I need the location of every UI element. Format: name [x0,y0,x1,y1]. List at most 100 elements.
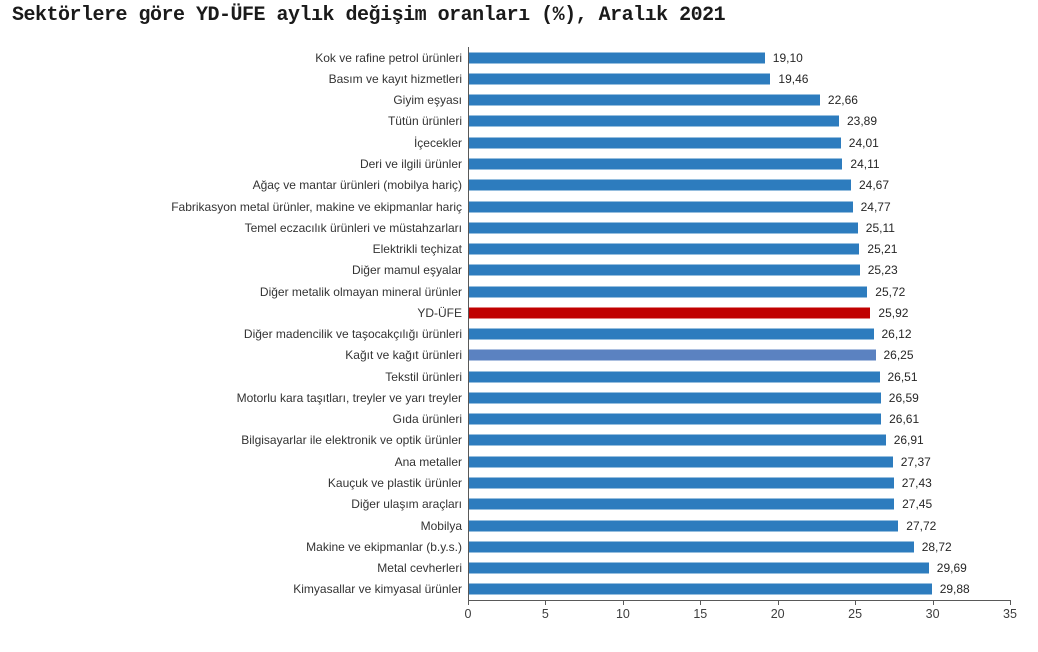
bar-row: 23,89 [469,111,1011,132]
bar [469,328,874,340]
category-label: Fabrikasyon metal ürünler, makine ve eki… [171,199,462,214]
bar-row: 25,72 [469,281,1011,302]
value-label: 29,69 [936,561,967,576]
bar-row: 25,21 [469,238,1011,259]
category-axis: Kok ve rafine petrol ürünleri Basım ve ka… [0,47,462,600]
category-label: Gıda ürünleri [392,412,462,427]
x-axis-tick [468,600,469,605]
value-label: 27,43 [901,476,932,490]
category-label: Bilgisayarlar ile elektronik ve optik ür… [241,433,462,448]
x-axis-tick [777,600,779,605]
category-label: Metal cevherleri [377,561,462,576]
category-label: Tekstil ürünleri [385,369,462,384]
bar [469,371,880,383]
category-label: Basım ve kayıt hizmetleri [328,71,462,86]
value-label: 23,89 [847,114,878,129]
category-label: Kağıt ve kağıt ürünleri [345,348,462,363]
category-label: Tütün ürünleri [387,114,462,129]
category-label: Mobilya [420,518,462,533]
x-axis: 0 5 10 15 20 25 30 35 [464,600,1017,630]
bar [469,349,876,361]
value-label: 19,46 [778,71,809,86]
bar [469,52,765,64]
x-axis-tick [932,600,934,605]
category-label: Motorlu kara taşıtları, treyler ve yarı … [236,390,462,405]
category-label: Kimyasallar ve kimyasal ürünler [293,582,462,597]
value-label: 26,12 [881,327,912,342]
bar-row: 29,69 [469,557,1011,578]
x-axis-tick [545,600,547,605]
category-label: Ağaç ve mantar ürünleri (mobilya hariç) [252,178,462,193]
bar [469,456,893,468]
bar-row: 27,72 [469,515,1011,536]
bar-row: 19,46 [469,68,1011,89]
bars-container: 19,10 19,46 22,66 23,89 24,01 24,11 24,67 24,77… [469,47,1011,600]
bar [469,562,929,574]
x-axis-tick-label: 0 [464,607,472,621]
bar [469,583,932,595]
bar [469,158,843,170]
bar-row: 24,67 [469,175,1011,196]
bar-row: 24,77 [469,196,1011,217]
bar [469,222,858,234]
x-axis-tick [1010,600,1011,605]
bar [469,264,860,276]
bar-row: 26,61 [469,409,1011,430]
x-axis-tick [622,600,624,605]
category-label: Kauçuk ve plastik ürünler [327,476,462,490]
bar [469,392,881,404]
bar-row: 25,92 [469,302,1011,323]
bar [469,541,914,553]
value-label: 29,88 [939,582,970,597]
value-label: 22,66 [827,93,858,108]
value-label: 24,77 [860,199,891,214]
value-label: 28,72 [921,539,952,554]
bar [469,498,895,510]
value-label: 25,11 [865,220,895,235]
category-label: Temel eczacılık ürünleri ve müstahzarlar… [244,220,462,235]
value-label: 26,61 [889,412,920,427]
bar-row: 27,37 [469,451,1011,472]
x-axis-tick-label: 20 [770,607,785,621]
bar [469,477,894,489]
bar-row: 25,23 [469,260,1011,281]
bar-row: 28,72 [469,536,1011,557]
value-label: 25,72 [875,284,906,299]
bar-row: 27,43 [469,472,1011,493]
bar-row: 24,01 [469,132,1011,153]
bar-row: 24,11 [469,153,1011,174]
bar-row: 29,88 [469,579,1011,600]
value-label: 26,25 [883,348,914,363]
bar-row: 19,10 [469,47,1011,68]
value-label: 25,92 [878,305,909,320]
bar-row: 25,11 [469,217,1011,238]
category-label: Makine ve ekipmanlar (b.y.s.) [306,539,462,554]
x-axis-tick [855,600,857,605]
category-label: İçecekler [413,135,462,150]
bar [469,115,839,127]
category-label: Elektrikli teçhizat [372,242,462,257]
bar [469,179,851,191]
value-label: 27,37 [900,454,931,469]
bar-row: 26,59 [469,387,1011,408]
bar-row: 26,12 [469,323,1011,344]
value-label: 26,91 [893,433,924,448]
x-axis-tick-label: 5 [541,607,549,621]
bar [469,201,853,212]
chart-title: Sektörlere göre YD-ÜFE aylık değişim ora… [12,4,726,27]
bar [469,520,899,532]
bar-row: 22,66 [469,90,1011,111]
bar [469,94,820,106]
bar [469,243,860,255]
x-axis-tick-label: 30 [925,607,940,621]
value-label: 24,01 [848,135,879,150]
x-axis-tick-label: 10 [615,607,630,621]
bar-row: 26,25 [469,345,1011,366]
x-axis-tick-label: 15 [693,607,708,621]
value-label: 24,67 [859,178,890,193]
bar-row: 27,45 [469,494,1011,515]
x-axis-tick [700,600,702,605]
value-label: 24,11 [850,156,880,171]
value-label: 25,21 [867,242,898,257]
value-label: 27,45 [902,497,933,512]
